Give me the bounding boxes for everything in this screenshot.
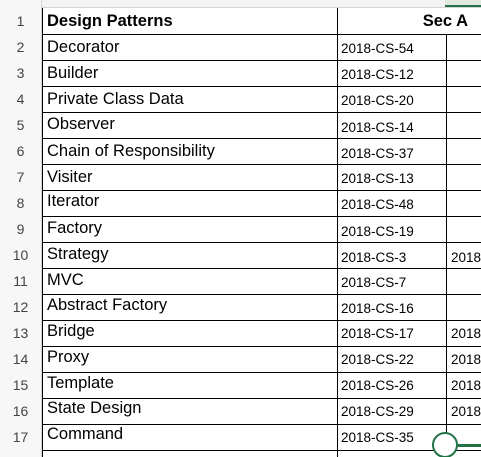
- column-header-strip[interactable]: [0, 0, 481, 8]
- row-number[interactable]: 3: [0, 65, 41, 81]
- roll-number-cell[interactable]: 2018-CS-3: [341, 250, 445, 265]
- row-number[interactable]: 7: [0, 169, 41, 185]
- row-number[interactable]: 12: [0, 299, 41, 315]
- pattern-cell[interactable]: State Design: [47, 399, 337, 418]
- row-number[interactable]: 8: [0, 195, 41, 211]
- next-column-cell[interactable]: 2018-: [451, 326, 481, 341]
- row-number[interactable]: 1: [0, 13, 41, 29]
- roll-number-cell[interactable]: 2018-CS-54: [341, 41, 445, 56]
- roll-number-cell[interactable]: 2018-CS-48: [341, 197, 445, 212]
- next-column-cell[interactable]: 2018-: [451, 352, 481, 367]
- next-column-cell[interactable]: 2018-: [451, 404, 481, 419]
- pattern-cell[interactable]: Visiter: [47, 168, 337, 187]
- selection-border: [458, 444, 481, 447]
- pattern-cell[interactable]: Bridge: [47, 322, 337, 341]
- row-number[interactable]: 2: [0, 39, 41, 55]
- pattern-cell[interactable]: Template: [47, 374, 337, 393]
- row-number[interactable]: 10: [0, 247, 41, 263]
- pattern-cell[interactable]: Abstract Factory: [47, 296, 337, 315]
- row-border: [42, 164, 481, 165]
- roll-number-cell[interactable]: 2018-CS-19: [341, 224, 445, 239]
- row-number[interactable]: 13: [0, 325, 41, 341]
- row-number[interactable]: 6: [0, 143, 41, 159]
- fill-handle[interactable]: [432, 432, 458, 457]
- pattern-cell[interactable]: Observer: [47, 115, 337, 134]
- roll-number-cell[interactable]: 2018-CS-22: [341, 352, 445, 367]
- pattern-cell[interactable]: MVC: [47, 271, 337, 290]
- row-number[interactable]: 14: [0, 351, 41, 367]
- pattern-cell[interactable]: Decorator: [47, 38, 337, 57]
- header-cell-design-patterns[interactable]: Design Patterns: [47, 12, 337, 31]
- selected-column-indicator: [445, 0, 481, 7]
- column-border: [42, 8, 43, 457]
- row-border: [42, 346, 481, 347]
- header-cell-sec-a[interactable]: Sec A: [338, 12, 468, 31]
- pattern-cell[interactable]: Builder: [47, 64, 337, 83]
- row-border: [42, 60, 481, 61]
- pattern-cell[interactable]: Command: [47, 425, 337, 444]
- roll-number-cell[interactable]: 2018-CS-26: [341, 378, 445, 393]
- row-border: [42, 294, 481, 295]
- row-border: [42, 268, 481, 269]
- row-number[interactable]: 4: [0, 91, 41, 107]
- row-number[interactable]: 17: [0, 429, 41, 445]
- row-border: [42, 34, 481, 35]
- roll-number-cell[interactable]: 2018-CS-17: [341, 326, 445, 341]
- row-number[interactable]: 11: [0, 273, 41, 289]
- column-border: [446, 34, 447, 449]
- roll-number-cell[interactable]: 2018-CS-37: [341, 146, 445, 161]
- roll-number-cell[interactable]: 2018-CS-16: [341, 301, 445, 316]
- row-number[interactable]: 16: [0, 403, 41, 419]
- next-column-cell[interactable]: 2018-: [451, 378, 481, 393]
- pattern-cell[interactable]: Factory: [47, 219, 337, 238]
- row-border: [42, 216, 481, 217]
- row-border: [42, 242, 481, 243]
- row-border: [42, 190, 481, 191]
- row-number[interactable]: 9: [0, 221, 41, 237]
- roll-number-cell[interactable]: 2018-CS-7: [341, 275, 445, 290]
- pattern-cell[interactable]: Chain of Responsibility: [47, 142, 337, 161]
- pattern-cell[interactable]: Iterator: [47, 192, 337, 211]
- roll-number-cell[interactable]: 2018-CS-29: [341, 404, 445, 419]
- column-border: [337, 8, 338, 457]
- row-border: [42, 320, 481, 321]
- row-border: [42, 138, 481, 139]
- pattern-cell[interactable]: Proxy: [47, 348, 337, 367]
- roll-number-cell[interactable]: 2018-CS-13: [341, 171, 445, 186]
- pattern-cell[interactable]: Strategy: [47, 245, 337, 264]
- roll-number-cell[interactable]: 2018-CS-14: [341, 120, 445, 135]
- row-border: [42, 450, 481, 451]
- pattern-cell[interactable]: Private Class Data: [47, 90, 337, 109]
- row-number[interactable]: 5: [0, 117, 41, 133]
- roll-number-cell[interactable]: 2018-CS-20: [341, 93, 445, 108]
- next-column-cell[interactable]: 2018-: [451, 250, 481, 265]
- row-header-gutter: 1 2 3 4 5 6 7 8 9 10 11 12 13 14 15 16 1…: [0, 0, 42, 457]
- row-border: [42, 372, 481, 373]
- row-border: [42, 112, 481, 113]
- roll-number-cell[interactable]: 2018-CS-12: [341, 67, 445, 82]
- row-border: [42, 86, 481, 87]
- roll-number-cell[interactable]: 2018-CS-35: [341, 430, 445, 445]
- row-number[interactable]: 15: [0, 377, 41, 393]
